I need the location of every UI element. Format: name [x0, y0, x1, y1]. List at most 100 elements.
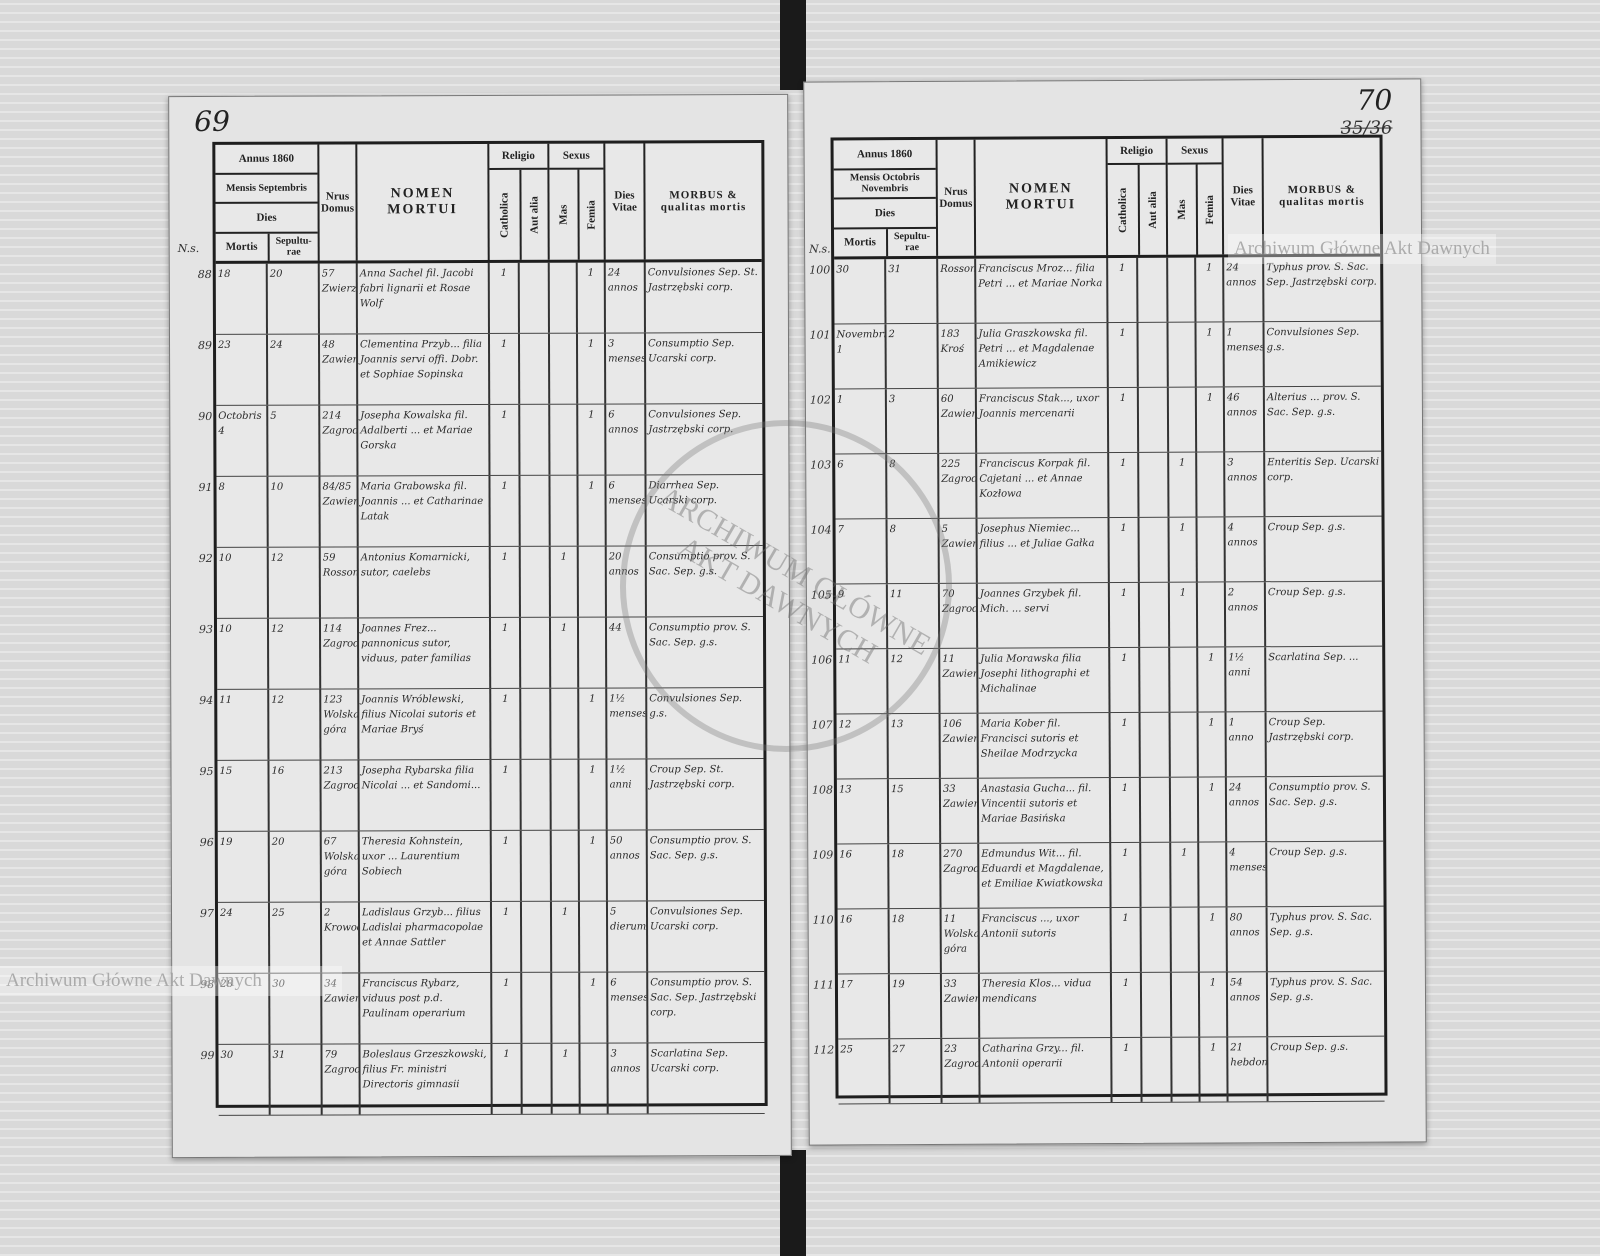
cell-femia — [1197, 582, 1227, 647]
cell-mortis: 15 — [217, 760, 270, 831]
cell-domus: 214 Zagrody — [320, 405, 359, 476]
cell-catholica: 1 — [490, 475, 521, 546]
cell-mas — [552, 972, 581, 1043]
cell-catholica: 1 — [1109, 452, 1140, 518]
cell-catholica: 1 — [1110, 647, 1141, 713]
entry-number: 109 — [812, 848, 834, 862]
cell-sepulturae: 20 — [269, 831, 322, 902]
cell-morbus: Typhus prov. S. Sac. Sep. g.s. — [1269, 911, 1373, 939]
cell-domus: 2 Krowodrza — [321, 902, 361, 973]
entry-number: 88 — [197, 267, 212, 281]
cell-nomen: Boleslaus Grzeszkowski, filius Fr. minis… — [360, 1043, 493, 1115]
cell-nomen: Antonius Komarnicki, sutor, caelebs — [358, 546, 491, 618]
cell-aut-alia — [519, 262, 550, 333]
cell-sepulturae: 16 — [269, 760, 322, 831]
cell-nomen: Clementina Przyb... filia Joannis servi … — [357, 333, 491, 405]
cell-catholica: 1 — [1108, 322, 1139, 388]
cell-vitae: 24 annos — [1224, 257, 1265, 322]
cell-aut-alia — [519, 333, 551, 404]
cell-domus: 48 Zawierze — [319, 334, 359, 405]
cell-femia — [580, 1043, 609, 1114]
cell-femia: 1 — [577, 333, 607, 404]
cell-nomen: Franciscus Rybarz, viduus post p.d. Paul… — [360, 972, 493, 1044]
watermark: Archiwum Główne Akt Dawnych — [1228, 234, 1496, 264]
book-binding-top — [780, 0, 806, 90]
aut-alia-label: Aut alia — [1146, 190, 1159, 229]
cell-nomen: Anna Sachel fil. Jacobi fabri lignarii e… — [357, 262, 490, 334]
cell-sepulturae: 2 — [886, 323, 939, 389]
cell-domus: 60 Zawierze — [938, 388, 978, 453]
cell-catholica: 1 — [490, 617, 522, 688]
cell-vitae: 6 annos — [606, 404, 647, 475]
cell-femia: 1 — [1200, 1037, 1229, 1102]
cell-morbus: Consumptio Sep. Ucarski corp. — [647, 338, 735, 365]
cell-nomen: Edmundus Wit... fil. Eduardi et Magdalen… — [979, 843, 1112, 908]
cell-domus: 123 Wolska góra — [321, 689, 360, 760]
page-number: 70 — [1356, 83, 1393, 117]
cell-femia: 1 — [580, 972, 609, 1043]
entry-number: 94 — [199, 693, 214, 707]
sex-header: Sexus Mas Femia — [549, 143, 606, 260]
cell-nomen: Julia Morawska filia Josephi lithographi… — [978, 648, 1111, 713]
cell-aut-alia — [521, 830, 552, 901]
cell-mortis: 13 — [836, 779, 890, 844]
cell-catholica: 1 — [1110, 777, 1142, 843]
cell-vitae: 3 annos — [1225, 452, 1266, 517]
cell-domus: 11 Wolska góra — [941, 908, 980, 973]
cell-femia — [578, 546, 607, 617]
cell-vitae: 24 annos — [1226, 777, 1268, 842]
entry-number: 96 — [199, 835, 214, 849]
register-row: 109 16 18 270 Zagrody Edmundus Wit... fil. E… — [812, 841, 1384, 910]
cell-mas — [1168, 387, 1198, 452]
cell-morbus: Croup Sep. g.s. — [1267, 521, 1346, 534]
cell-catholica: 1 — [1111, 907, 1142, 973]
cell-domus: 11 Zawierze — [940, 648, 979, 713]
register-row: 96 19 20 67 Wolska góra Theresia Kohnstein, … — [200, 830, 764, 903]
cell-femia: 1 — [1196, 322, 1225, 387]
cell-aut-alia — [522, 1043, 553, 1114]
cell-nomen: Franciscus Stak..., uxor Joannis mercena… — [976, 388, 1110, 453]
cell-sepulturae: 20 — [267, 263, 320, 334]
cell-mortis: 8 — [216, 476, 269, 547]
month-label: Mensis Septembris — [215, 174, 318, 204]
cell-nomen: Josephus Niemiec... filius ... et Juliae… — [977, 518, 1110, 583]
cell-catholica: 1 — [490, 404, 521, 475]
cell-aut-alia — [521, 759, 552, 830]
cell-mas: 1 — [550, 617, 580, 688]
cell-nomen: Franciscus Korpak fil. Cajetani ... et A… — [977, 453, 1110, 518]
date-header: Annus 1860 Mensis Octobris Novembris Die… — [833, 139, 939, 257]
cell-morbus: Croup Sep. St. Jastrzębski corp. — [649, 764, 735, 791]
cell-aut-alia — [1139, 452, 1170, 517]
cell-domus: 59 Rossomonowili — [320, 547, 359, 618]
entry-number: 91 — [198, 480, 213, 494]
entry-number: 108 — [811, 783, 833, 797]
femia-label: Femia — [585, 199, 598, 230]
cell-morbus: Consumptio prov. S. Sac. Sep. g.s. — [649, 835, 752, 862]
entry-number: 101 — [809, 328, 831, 342]
cell-mas — [1170, 647, 1199, 712]
cell-catholica: 1 — [491, 901, 523, 972]
cell-mas — [1171, 972, 1201, 1037]
cell-catholica: 1 — [1112, 1037, 1143, 1103]
cell-aut-alia — [1140, 647, 1171, 712]
cell-sepulturae: 27 — [890, 1038, 943, 1104]
cell-sepulturae: 18 — [889, 843, 942, 909]
religion-header: Religio Catholica Aut alia — [489, 143, 550, 260]
cell-mas: 1 — [550, 546, 579, 617]
cell-mas — [1170, 777, 1200, 842]
register-row: 102 1 3 60 Zawierze Franciscus Stak..., uxor… — [810, 386, 1382, 455]
watermark: Archiwum Główne Akt Dawnych — [0, 966, 342, 996]
cell-mortis: 25 — [838, 1039, 891, 1104]
cell-catholica: 1 — [1108, 257, 1139, 323]
cell-nomen: Theresia Kohnstein, uxor ... Laurentium … — [359, 830, 492, 902]
cell-aut-alia — [1139, 517, 1170, 582]
entry-number: 90 — [198, 409, 213, 423]
sexus-label: Sexus — [1167, 138, 1222, 165]
cell-sepulturae: 31 — [270, 1044, 323, 1115]
number-column-label: N.s. — [809, 242, 831, 256]
sexus-label: Sexus — [549, 143, 604, 170]
house-number-header: Nrus Domus — [319, 144, 358, 261]
register-row: 110 16 18 11 Wolska góra Franciscus ..., uxo… — [813, 906, 1384, 975]
cell-mortis: 23 — [215, 334, 269, 405]
cell-mas: 1 — [551, 901, 581, 972]
